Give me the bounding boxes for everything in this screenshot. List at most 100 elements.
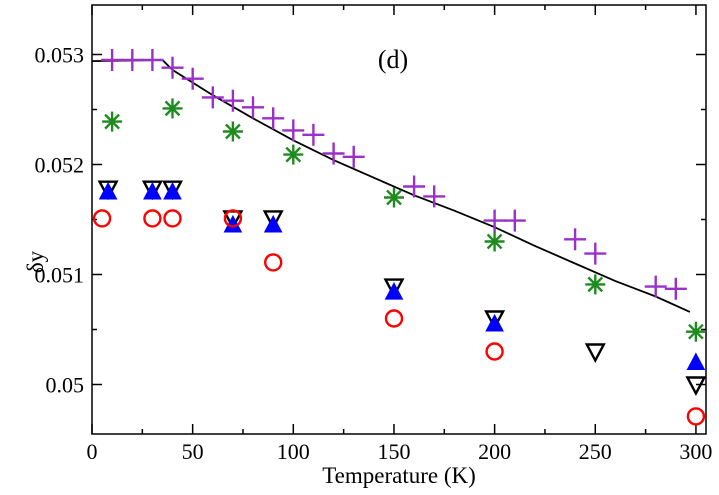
x-tick-label: 100 — [277, 439, 310, 464]
marker-shape — [485, 313, 504, 332]
triangle-down-black-point — [97, 180, 119, 201]
y-tick-label: 0.053 — [35, 43, 85, 68]
marker-shape — [686, 407, 706, 426]
star-green-point — [484, 231, 505, 252]
y-axis-label: δy — [23, 250, 48, 273]
axis-ticks — [91, 5, 706, 434]
y-tick-label: 0.052 — [35, 153, 85, 178]
plus-purple-point — [644, 275, 667, 298]
x-axis-label: Temperature (K) — [322, 463, 476, 488]
plus-purple-point — [483, 209, 506, 232]
marker-stroke — [386, 189, 402, 206]
marker-shape — [98, 181, 118, 200]
marker-shape — [485, 342, 504, 361]
plus-purple-point — [584, 242, 607, 265]
plus-purple-point — [161, 56, 184, 79]
marker-shape — [262, 210, 284, 230]
marker-shape — [584, 343, 606, 364]
triangle-up-blue-point — [143, 181, 162, 200]
plus-purple-point — [101, 49, 124, 71]
triangle-up-blue-point — [384, 282, 404, 300]
star-green-point — [685, 321, 706, 342]
marker-shape — [141, 180, 163, 201]
plus-purple-point — [564, 228, 587, 251]
star-green-point — [384, 187, 404, 208]
x-tick-label: 150 — [377, 439, 410, 464]
star-green-point — [283, 144, 304, 165]
marker-shape — [162, 180, 183, 201]
x-tick-label: 300 — [679, 439, 712, 464]
circle-red-point — [264, 253, 283, 272]
axis-tick-labels: 0 50 100 150 200 250 300 0.05 0.051 0.052 0.053 — [35, 43, 713, 465]
x-tick-label: 250 — [579, 439, 612, 464]
triangle-down-black-point — [162, 180, 183, 201]
marker-shape — [263, 214, 283, 233]
marker-shape — [143, 181, 162, 200]
triangle-down-black-point — [685, 376, 707, 397]
plus-purple-point — [282, 119, 305, 142]
triangle-down-black-point — [383, 278, 405, 299]
marker-shape — [384, 309, 404, 328]
plus-purple-point — [423, 185, 446, 208]
circle-red-point — [485, 342, 504, 361]
circle-red-point — [92, 209, 112, 228]
star-green-point — [222, 121, 243, 142]
triangle-up-blue-point — [263, 214, 283, 233]
triangle-up-blue-point — [686, 352, 706, 370]
y-tick-label: 0.051 — [35, 263, 85, 288]
plus-purple-point — [181, 67, 204, 90]
marker-shape — [163, 181, 182, 200]
marker-shape — [92, 209, 112, 228]
plus-purple-point — [221, 89, 244, 112]
plus-purple-point — [302, 123, 325, 146]
x-tick-label: 50 — [182, 439, 204, 464]
circle-red-point — [223, 209, 243, 228]
circle-red-point — [384, 309, 404, 328]
marker-shape — [163, 209, 182, 228]
plus-purple-point — [342, 145, 365, 168]
marker-shape — [383, 278, 405, 299]
panel-label: (d) — [378, 45, 408, 74]
marker-stroke — [688, 323, 704, 340]
circle-red-point — [163, 209, 182, 228]
triangle-up-blue-point — [163, 181, 182, 200]
circle-red-point — [686, 407, 706, 426]
y-tick-label: 0.05 — [46, 373, 85, 398]
marker-stroke — [104, 113, 120, 130]
marker-shape — [264, 253, 283, 272]
plus-purple-point — [141, 49, 164, 71]
plus-purple-point — [201, 86, 224, 109]
x-tick-label: 200 — [478, 439, 511, 464]
marker-shape — [685, 376, 707, 397]
star-green-point — [585, 274, 606, 295]
marker-group — [92, 49, 707, 426]
marker-stroke — [486, 233, 503, 250]
marker-stroke — [164, 100, 181, 117]
marker-shape — [686, 352, 706, 370]
marker-stroke — [285, 146, 302, 163]
star-green-point — [102, 111, 123, 132]
triangle-down-black-point — [484, 310, 506, 331]
plus-purple-point — [664, 277, 687, 300]
triangle-down-black-point — [141, 180, 163, 201]
circle-red-point — [143, 209, 162, 228]
star-green-point — [162, 98, 183, 119]
triangle-up-blue-point — [98, 181, 118, 200]
x-tick-label: 0 — [87, 439, 98, 464]
plot-area — [91, 4, 707, 435]
triangle-up-blue-point — [485, 313, 504, 332]
marker-shape — [97, 180, 119, 201]
marker-shape — [384, 282, 404, 300]
marker-shape — [143, 209, 162, 228]
plus-purple-point — [121, 49, 144, 71]
plus-purple-point — [403, 175, 426, 198]
plus-purple-point — [322, 142, 345, 165]
plus-purple-point — [242, 96, 264, 119]
triangle-down-black-point — [584, 343, 606, 364]
marker-stroke — [225, 123, 241, 140]
triangle-down-black-point — [262, 210, 284, 230]
marker-shape — [484, 310, 506, 331]
marker-stroke — [587, 276, 604, 293]
marker-shape — [223, 209, 243, 228]
